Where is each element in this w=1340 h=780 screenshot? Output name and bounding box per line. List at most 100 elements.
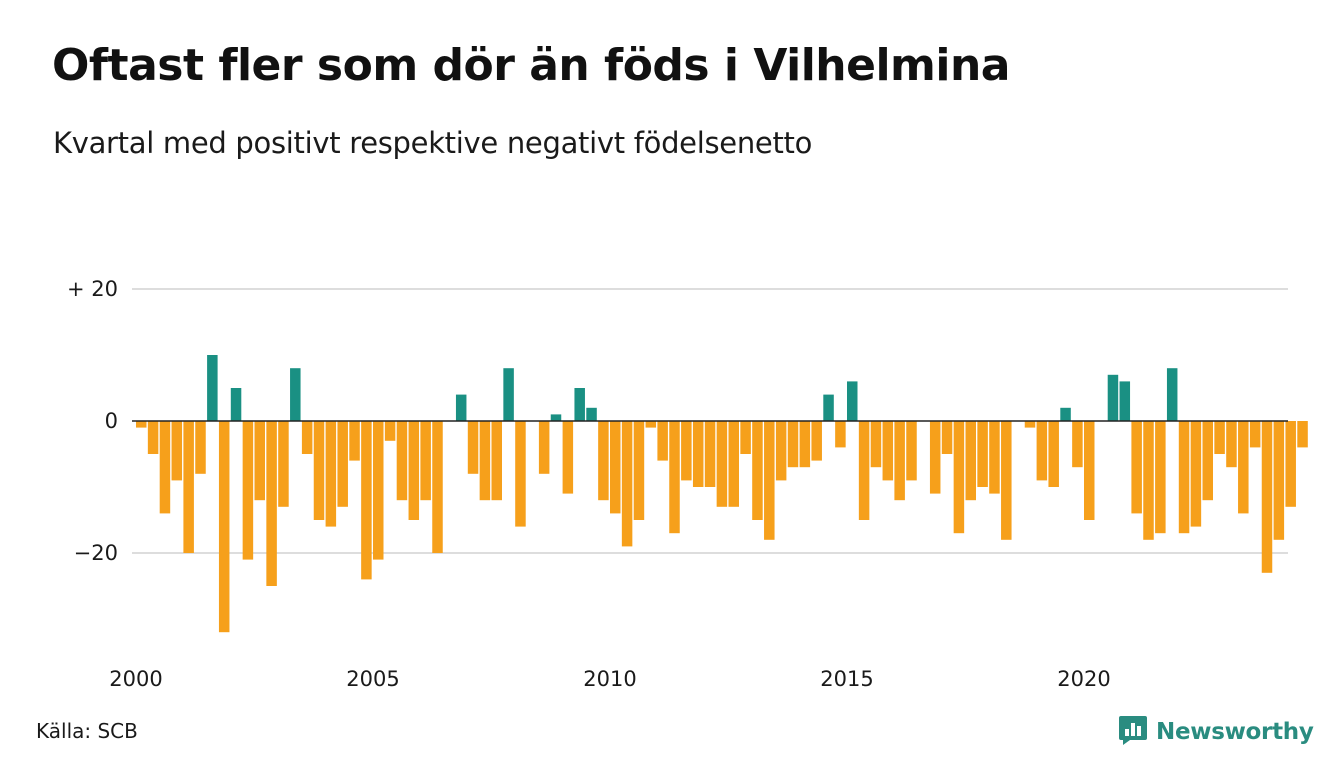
bar bbox=[1214, 421, 1225, 454]
bar bbox=[669, 421, 680, 534]
bar bbox=[929, 421, 941, 494]
bar bbox=[728, 421, 739, 507]
bar bbox=[349, 421, 360, 461]
bar bbox=[1297, 421, 1308, 448]
bar bbox=[1107, 374, 1119, 421]
source-note: Källa: SCB bbox=[36, 719, 138, 743]
bar bbox=[254, 421, 265, 501]
bar bbox=[1261, 421, 1273, 573]
bar bbox=[1155, 421, 1166, 534]
bar bbox=[989, 421, 1000, 494]
bar bbox=[538, 421, 550, 474]
bar bbox=[491, 421, 502, 501]
bar bbox=[147, 421, 159, 454]
bar bbox=[266, 421, 277, 586]
x-tick-label: 2020 bbox=[1057, 667, 1110, 691]
bar bbox=[1036, 421, 1048, 481]
x-tick-label: 2010 bbox=[583, 667, 636, 691]
bar bbox=[704, 421, 716, 487]
bar bbox=[479, 421, 491, 501]
bar bbox=[787, 421, 799, 468]
bar bbox=[313, 421, 325, 520]
bar bbox=[396, 421, 408, 501]
bar bbox=[515, 421, 526, 527]
bar bbox=[586, 407, 597, 421]
bar bbox=[764, 421, 775, 540]
chart-subtitle: Kvartal med positivt respektive negativt… bbox=[53, 126, 813, 160]
bar bbox=[230, 388, 242, 421]
bar bbox=[1084, 421, 1095, 520]
bar bbox=[657, 421, 668, 461]
bar bbox=[953, 421, 965, 534]
bar-chart: + 20 0 −20 2000 2005 2010 2015 2020 bbox=[67, 277, 1308, 691]
bar bbox=[136, 421, 147, 428]
y-tick-label: + 20 bbox=[67, 277, 118, 301]
bar bbox=[195, 421, 206, 474]
bar bbox=[1226, 421, 1237, 468]
bar bbox=[1048, 421, 1059, 487]
bar bbox=[503, 368, 514, 421]
bar bbox=[361, 421, 372, 580]
bar bbox=[432, 421, 443, 553]
bar bbox=[621, 421, 633, 547]
bar bbox=[633, 421, 645, 520]
bar bbox=[455, 394, 467, 421]
bar bbox=[752, 421, 763, 520]
bar bbox=[598, 421, 609, 501]
bar bbox=[681, 421, 692, 481]
bar bbox=[799, 421, 811, 468]
y-tick-label: −20 bbox=[74, 541, 118, 565]
bar bbox=[1001, 421, 1012, 540]
bar bbox=[1285, 421, 1296, 507]
bar bbox=[467, 421, 479, 474]
bar bbox=[159, 421, 171, 514]
bar bbox=[574, 388, 585, 421]
bar-chart-speech-bubble-icon bbox=[1118, 714, 1148, 750]
bar bbox=[1024, 421, 1036, 428]
bar bbox=[290, 368, 301, 421]
bar bbox=[1190, 421, 1202, 527]
bar bbox=[1131, 421, 1142, 514]
bar bbox=[858, 421, 870, 520]
y-tick-label: 0 bbox=[105, 409, 118, 433]
bar bbox=[384, 421, 396, 441]
brand-name: Newsworthy bbox=[1156, 719, 1314, 745]
bar bbox=[1060, 407, 1071, 421]
bar bbox=[373, 421, 384, 560]
bar bbox=[716, 421, 728, 507]
bar bbox=[775, 421, 787, 481]
x-tick-label: 2000 bbox=[109, 667, 162, 691]
bar bbox=[218, 421, 230, 633]
bar bbox=[870, 421, 882, 468]
chart-title: Oftast fler som dör än föds i Vilhelmina bbox=[52, 40, 1010, 91]
bar bbox=[894, 421, 905, 501]
bar bbox=[835, 421, 846, 448]
bar bbox=[1119, 381, 1131, 421]
bar bbox=[207, 355, 218, 421]
bar bbox=[325, 421, 337, 527]
bar bbox=[242, 421, 254, 560]
bar bbox=[740, 421, 751, 454]
bar bbox=[1072, 421, 1083, 468]
bar bbox=[301, 421, 313, 454]
bar bbox=[1143, 421, 1154, 540]
x-tick-label: 2015 bbox=[820, 667, 873, 691]
bar bbox=[906, 421, 917, 481]
bar bbox=[965, 421, 976, 501]
bar bbox=[278, 421, 289, 507]
bar bbox=[1166, 368, 1178, 421]
bar bbox=[692, 421, 704, 487]
bar bbox=[420, 421, 431, 501]
bar bbox=[610, 421, 621, 514]
bar bbox=[1202, 421, 1213, 501]
bar bbox=[645, 421, 657, 428]
bar bbox=[823, 394, 834, 421]
bar bbox=[941, 421, 953, 454]
x-tick-label: 2005 bbox=[346, 667, 399, 691]
bar bbox=[1238, 421, 1249, 514]
bar bbox=[408, 421, 420, 520]
bar bbox=[562, 421, 574, 494]
bar bbox=[183, 421, 194, 553]
bar bbox=[1249, 421, 1261, 448]
bar bbox=[882, 421, 894, 481]
